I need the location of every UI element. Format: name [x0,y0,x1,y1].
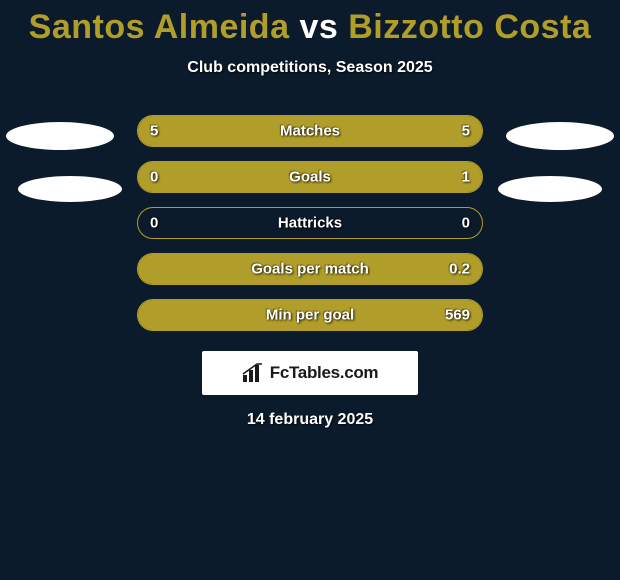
vs-text: vs [299,8,338,46]
stat-value-left: 0 [150,215,158,232]
stat-fill-right [200,162,482,192]
decorative-ellipse [18,176,122,202]
stats-container: 5 Matches 5 0 Goals 1 0 Hattricks 0 Goal… [0,115,620,331]
player2-name: Bizzotto Costa [348,8,591,46]
stat-row: 5 Matches 5 [137,115,483,147]
subtitle: Club competitions, Season 2025 [0,59,620,77]
stat-row: 0 Goals 1 [137,161,483,193]
date-text: 14 february 2025 [0,411,620,429]
stat-label: Min per goal [266,307,354,324]
stat-label: Goals [289,169,331,186]
stat-value-right: 0.2 [449,261,470,278]
bar-chart-icon [242,363,264,383]
decorative-ellipse [498,176,602,202]
player1-name: Santos Almeida [29,8,290,46]
stat-row: Min per goal 569 [137,299,483,331]
stat-fill-left [138,162,200,192]
decorative-ellipse [6,122,114,150]
comparison-title: Santos Almeida vs Bizzotto Costa [0,0,620,47]
logo-box: FcTables.com [202,351,418,395]
stat-label: Goals per match [251,261,369,278]
logo-text: FcTables.com [270,363,379,383]
stat-value-right: 5 [462,123,470,140]
stat-row: 0 Hattricks 0 [137,207,483,239]
stat-value-right: 1 [462,169,470,186]
stat-value-right: 0 [462,215,470,232]
decorative-ellipse [506,122,614,150]
stat-label: Hattricks [278,215,342,232]
stat-value-right: 569 [445,307,470,324]
stat-value-left: 5 [150,123,158,140]
stat-row: Goals per match 0.2 [137,253,483,285]
stat-value-left: 0 [150,169,158,186]
stat-label: Matches [280,123,340,140]
